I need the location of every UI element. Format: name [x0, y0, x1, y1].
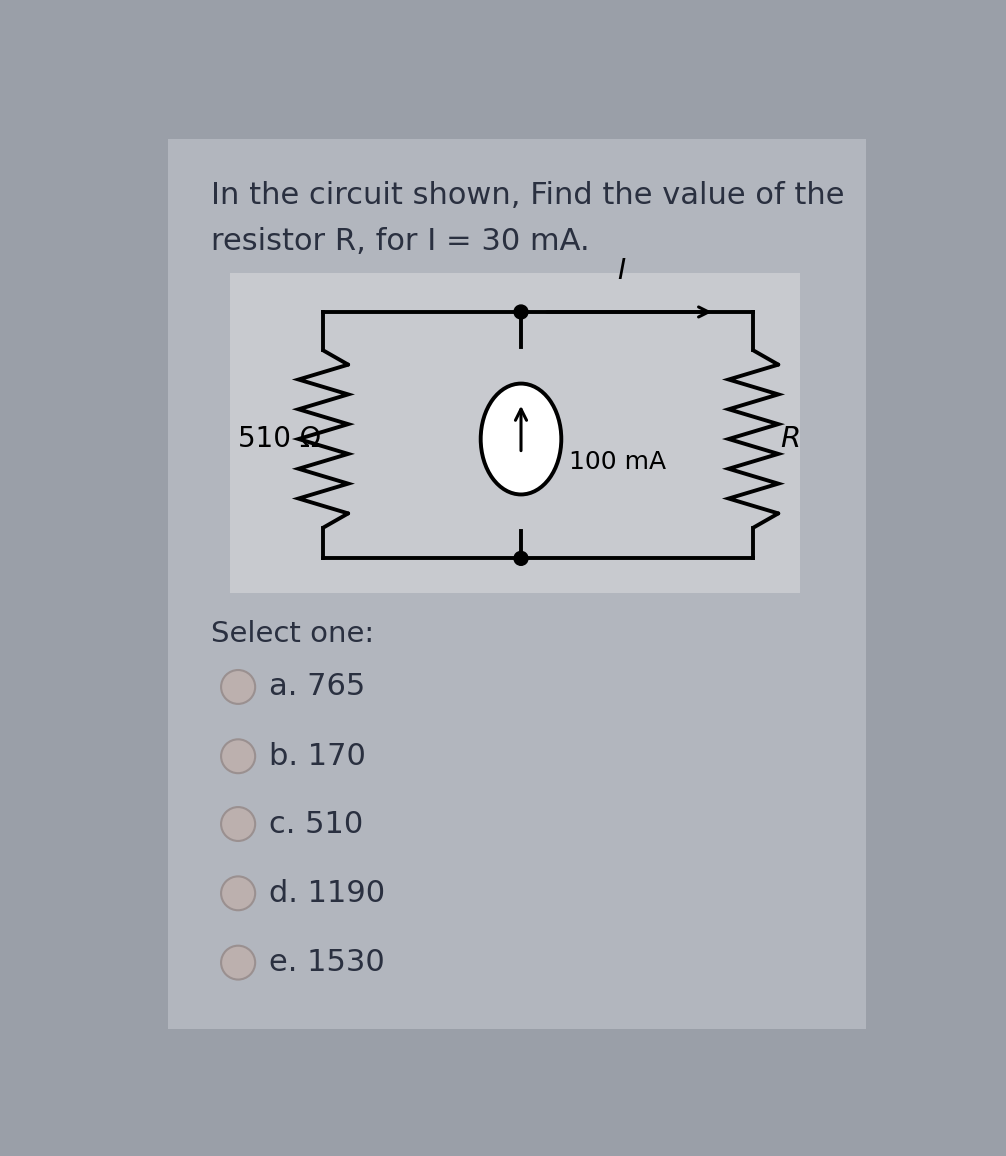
Text: d. 1190: d. 1190: [270, 879, 385, 907]
Text: b. 170: b. 170: [270, 742, 366, 771]
Circle shape: [221, 876, 256, 910]
Circle shape: [514, 551, 528, 565]
Text: a. 765: a. 765: [270, 673, 365, 702]
Circle shape: [514, 305, 528, 319]
Text: 100 mA: 100 mA: [569, 450, 666, 474]
Text: resistor R, for I = 30 mA.: resistor R, for I = 30 mA.: [211, 228, 590, 257]
Ellipse shape: [481, 384, 561, 495]
Bar: [230, 274, 800, 593]
Text: 510 Ω: 510 Ω: [238, 425, 321, 453]
Text: R: R: [781, 425, 801, 453]
Circle shape: [221, 807, 256, 840]
Circle shape: [221, 670, 256, 704]
Circle shape: [221, 740, 256, 773]
Text: e. 1530: e. 1530: [270, 948, 385, 977]
Text: I: I: [618, 257, 626, 286]
Text: Select one:: Select one:: [211, 620, 374, 649]
Circle shape: [221, 946, 256, 979]
Bar: [168, 139, 866, 1029]
Text: c. 510: c. 510: [270, 809, 363, 838]
Text: In the circuit shown, Find the value of the: In the circuit shown, Find the value of …: [211, 181, 844, 210]
